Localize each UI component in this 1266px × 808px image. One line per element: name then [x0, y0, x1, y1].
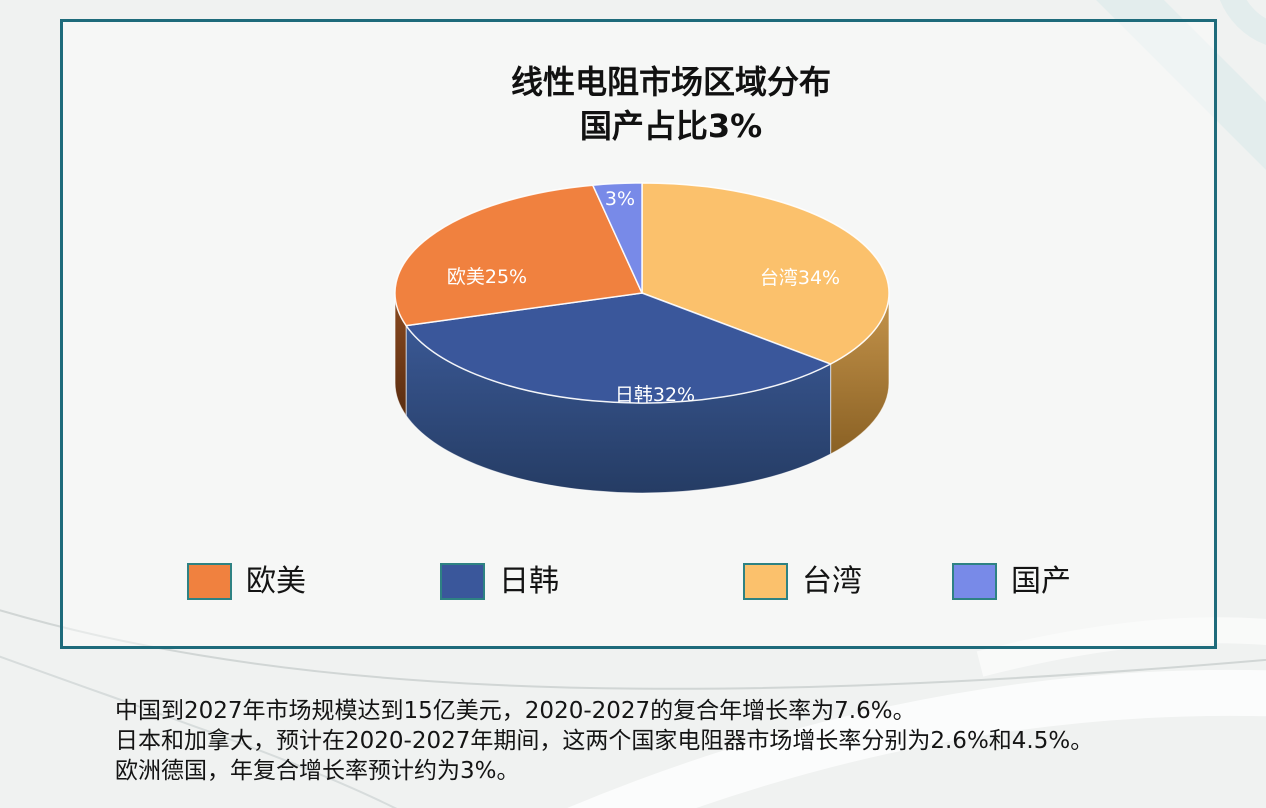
legend-item-oumei: 欧美: [187, 563, 306, 600]
note-line-1: 中国到2027年市场规模达到15亿美元，2020-2027的复合年增长率为7.6…: [115, 698, 916, 724]
swoosh-line-decor-2: [0, 655, 398, 808]
chart-title-line2: 国产占比3%: [579, 107, 763, 145]
chart-legend: 欧美 日韩 台湾 国产: [63, 563, 1220, 603]
ring-decor: [1219, 0, 1266, 45]
legend-swatch-oumei: [187, 563, 232, 600]
legend-item-taiwan: 台湾: [743, 563, 862, 600]
chart-title-line1: 线性电阻市场区域分布: [510, 63, 832, 101]
note-line-3: 欧洲德国，年复合增长率预计约为3%。: [115, 758, 520, 784]
legend-label-rihan: 日韩: [499, 564, 559, 599]
legend-item-rihan: 日韩: [440, 563, 559, 600]
white-wave-decor: [567, 669, 1266, 808]
chart-title: 线性电阻市场区域分布 国产占比3%: [511, 60, 831, 148]
legend-swatch-rihan: [440, 563, 485, 600]
note-line-2: 日本和加拿大，预计在2020-2027年期间，这两个国家电阻器市场增长率分别为2…: [115, 728, 1094, 754]
legend-label-oumei: 欧美: [246, 564, 306, 599]
legend-label-taiwan: 台湾: [802, 564, 862, 599]
legend-item-guochan: 国产: [952, 563, 1071, 600]
legend-swatch-taiwan: [743, 563, 788, 600]
legend-label-guochan: 国产: [1011, 564, 1071, 599]
legend-swatch-guochan: [952, 563, 997, 600]
notes: 中国到2027年市场规模达到15亿美元，2020-2027的复合年增长率为7.6…: [115, 696, 1235, 786]
